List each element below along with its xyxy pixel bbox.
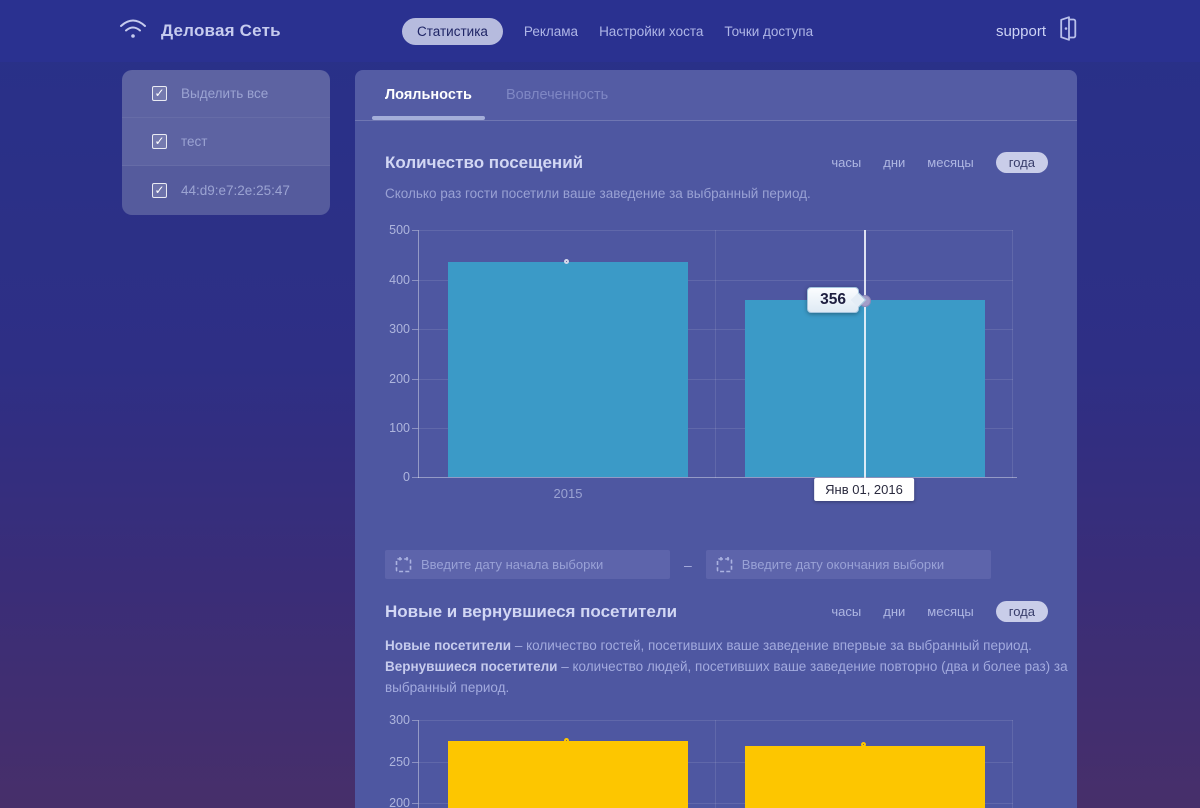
date-tooltip: Янв 01, 2016 xyxy=(814,478,914,501)
bar-2016[interactable] xyxy=(745,745,985,808)
period-switch-new-returning: часы дни месяцы года xyxy=(831,601,1048,622)
x-axis xyxy=(418,477,1017,478)
value-tooltip: 356 xyxy=(807,287,859,314)
checkbox-checked-icon[interactable]: ✓ xyxy=(152,86,167,101)
y-axis xyxy=(418,720,419,808)
filter-select-all[interactable]: ✓ Выделить все xyxy=(122,70,330,118)
end-date-field[interactable] xyxy=(705,550,991,579)
y-tick-label: 200 xyxy=(389,371,410,386)
date-range-dash: – xyxy=(684,556,692,573)
tab-engagement[interactable]: Вовлеченность xyxy=(505,87,609,103)
y-tick-label: 100 xyxy=(389,421,410,436)
bar-top-marker xyxy=(563,737,569,743)
visits-title: Количество посещений xyxy=(385,152,584,172)
access-point-filter-panel: ✓ Выделить все ✓ тест ✓ 44:d9:e7:2e:25:4… xyxy=(122,70,330,215)
nav-item-host-settings[interactable]: Настройки хоста xyxy=(599,23,704,39)
bar-top-marker xyxy=(860,742,866,748)
period-months[interactable]: месяцы xyxy=(927,604,974,619)
period-switch-visits: часы дни месяцы года xyxy=(831,152,1048,173)
period-months[interactable]: месяцы xyxy=(927,155,974,170)
y-axis xyxy=(418,230,419,478)
date-range-filter: – xyxy=(385,550,1048,579)
x-category-label: 2015 xyxy=(553,486,583,501)
y-tick-label: 200 xyxy=(389,796,410,808)
period-years-active[interactable]: года xyxy=(995,152,1048,173)
y-tick-label: 300 xyxy=(389,322,410,337)
new-returning-chart: 300 250 200 xyxy=(385,713,1048,808)
bar-top-marker xyxy=(563,258,569,264)
nav-item-ads[interactable]: Реклама xyxy=(523,23,579,39)
filter-item-mac[interactable]: ✓ 44:d9:e7:2e:25:47 xyxy=(122,166,330,214)
period-hours[interactable]: часы xyxy=(831,155,862,170)
support-link[interactable]: support xyxy=(996,0,1080,62)
main-panel: Лояльность Вовлеченность Количество посе… xyxy=(355,70,1077,808)
new-returning-description: Новые посетители – количество гостей, по… xyxy=(385,638,1068,695)
bar-2015[interactable] xyxy=(448,741,688,808)
filter-item-test[interactable]: ✓ тест xyxy=(122,118,330,166)
start-date-field[interactable] xyxy=(385,550,670,579)
panel-content: Количество посещений часы дни месяцы год… xyxy=(355,152,1077,808)
brand-name: Деловая Сеть xyxy=(161,20,281,40)
y-tick-label: 300 xyxy=(389,713,410,727)
tab-bar: Лояльность Вовлеченность xyxy=(355,70,1077,121)
y-tick-label: 250 xyxy=(389,754,410,769)
new-returning-title: Новые и вернувшиеся посетители xyxy=(385,601,678,621)
tab-loyalty[interactable]: Лояльность xyxy=(372,70,485,120)
wifi-icon xyxy=(118,16,148,45)
nav-item-access-points[interactable]: Точки доступа xyxy=(724,23,814,39)
checkbox-checked-icon[interactable]: ✓ xyxy=(152,134,167,149)
visits-plot-area: 500 400 300 200 100 0 356 2015 Янв 01, 2… xyxy=(389,223,1017,501)
visits-section-header: Количество посещений часы дни месяцы год… xyxy=(385,152,1048,173)
period-hours[interactable]: часы xyxy=(831,604,862,619)
nav-item-statistics[interactable]: Статистика xyxy=(402,17,503,45)
y-tick-label: 500 xyxy=(389,223,410,237)
new-returning-section-header: Новые и вернувшиеся посетители часы дни … xyxy=(385,601,1048,622)
checkbox-checked-icon[interactable]: ✓ xyxy=(152,182,167,198)
crosshair-line xyxy=(864,230,866,478)
bar-2015[interactable] xyxy=(448,262,688,477)
brand: Деловая Сеть xyxy=(118,16,281,45)
visits-chart: 500 400 300 200 100 0 356 2015 Янв 01, 2… xyxy=(385,223,1048,503)
y-tick-label: 0 xyxy=(403,470,410,484)
end-date-input[interactable] xyxy=(705,550,991,579)
y-tick-label: 400 xyxy=(389,272,410,287)
start-date-input[interactable] xyxy=(385,550,670,579)
new-returning-plot-area: 300 250 200 xyxy=(389,713,1013,808)
period-days[interactable]: дни xyxy=(883,155,906,170)
visits-subtitle: Сколько раз гости посетили ваше заведени… xyxy=(385,186,811,201)
top-nav: Статистика Реклама Настройки хоста Точки… xyxy=(402,0,813,62)
logout-door-icon[interactable] xyxy=(1056,15,1080,47)
support-label: support xyxy=(995,22,1046,40)
top-bar: Деловая Сеть Статистика Реклама Настройк… xyxy=(0,0,1200,62)
period-days[interactable]: дни xyxy=(883,604,906,619)
period-years-active[interactable]: года xyxy=(995,601,1048,622)
